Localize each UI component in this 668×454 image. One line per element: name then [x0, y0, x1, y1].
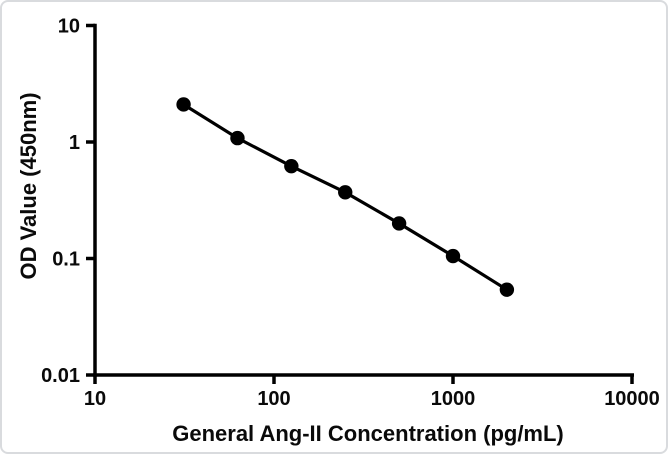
data-point-marker [230, 130, 245, 146]
data-point-marker [284, 158, 299, 174]
y-tick-label: 10 [58, 16, 80, 38]
data-point-marker [499, 282, 515, 297]
x-tick-label: 100 [257, 388, 290, 410]
y-tick-label: 1 [69, 132, 80, 154]
x-tick-label: 10000 [604, 388, 660, 410]
x-axis-title: General Ang-II Concentration (pg/mL) [172, 421, 564, 446]
data-point-marker [391, 216, 407, 231]
x-tick-label: 1000 [431, 388, 476, 410]
x-tick-label: 10 [84, 388, 106, 410]
y-tick-label: 0.1 [52, 249, 80, 271]
data-point-marker [338, 185, 353, 200]
y-tick-label: 0.01 [41, 365, 80, 387]
y-axis-title: OD Value (450nm) [16, 92, 41, 280]
data-point-marker [445, 248, 461, 264]
data-point-marker [176, 97, 191, 112]
